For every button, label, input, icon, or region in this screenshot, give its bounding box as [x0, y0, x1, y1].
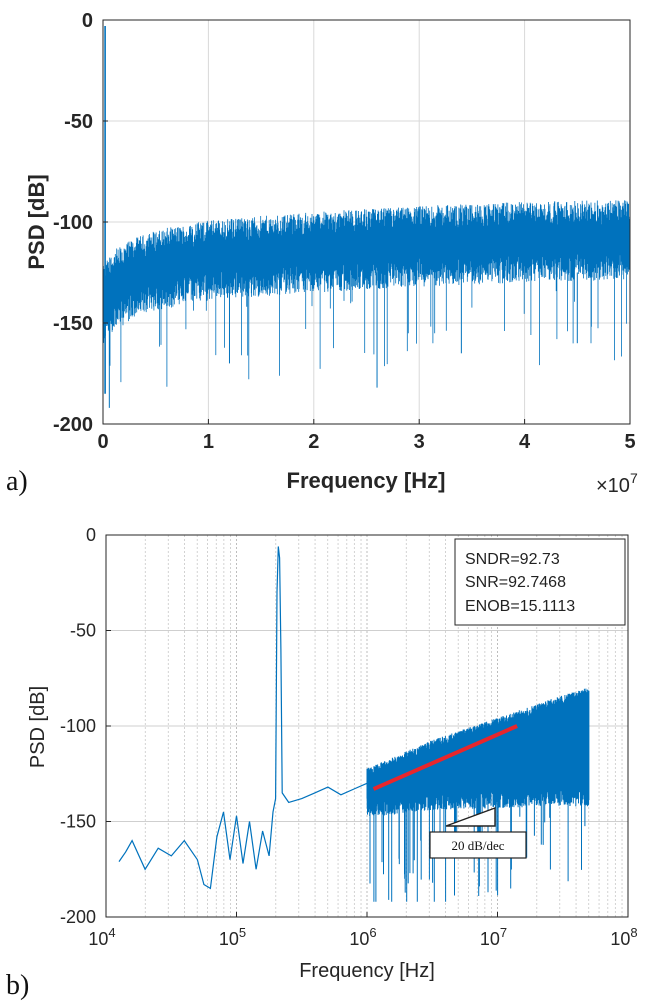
slope-indicator: 20 dB/dec — [429, 806, 527, 859]
x-tick-label: 5 — [624, 431, 635, 453]
series-b — [118, 546, 590, 902]
psd-noise-band — [366, 688, 590, 902]
x-tick-label: 2 — [308, 431, 319, 453]
y-axis-label-a: PSD [dB] — [24, 174, 49, 269]
panel-b: 104 105 106 107 108 0 -50 -100 -150 -200 SNDR=92… — [6, 525, 638, 1001]
y-tick-label: -150 — [53, 313, 93, 335]
x-tick-label: 108 — [610, 925, 637, 949]
x-ticks-b: 104 105 106 107 108 — [88, 912, 638, 949]
metrics-box-frame — [454, 538, 626, 626]
psd-low-freq-trace — [118, 546, 368, 890]
y-tick-label: -200 — [53, 414, 93, 436]
slope-label-box — [429, 831, 527, 859]
y-axis-label-b: PSD [dB] — [27, 686, 49, 768]
y-tick-label: -100 — [60, 716, 96, 736]
panel-label-b: b) — [6, 970, 29, 1001]
y-tick-label: 0 — [82, 10, 93, 32]
x-tick-label: 104 — [88, 925, 115, 949]
x-ticks-a: 0 1 2 3 4 5 — [97, 419, 636, 453]
x-tick-label: 1 — [203, 431, 214, 453]
metrics-box: SNDR=92.73 SNR=92.7468 ENOB=15.1113 — [454, 538, 626, 626]
x-axis-label-b: Frequency [Hz] — [299, 960, 435, 982]
y-ticks-b: 0 -50 -100 -150 -200 — [60, 525, 111, 927]
x-exponent-label-a: ×107 — [596, 470, 638, 497]
x-exponent-base: ×10 — [596, 475, 630, 497]
y-tick-label: -200 — [60, 907, 96, 927]
y-tick-label: -50 — [70, 621, 96, 641]
y-tick-label: -150 — [60, 812, 96, 832]
panel-a: 0 1 2 3 4 5 0 -50 -100 -150 -200 Frequency [Hz] P… — [6, 10, 638, 497]
x-tick-label: 107 — [480, 925, 507, 949]
x-tick-label: 3 — [414, 431, 425, 453]
metric-snr: SNR=92.7468 — [465, 574, 566, 591]
metric-enob: ENOB=15.1113 — [465, 598, 575, 615]
slope-triangle — [445, 806, 496, 827]
y-ticks-a: 0 -50 -100 -150 -200 — [53, 10, 108, 436]
y-tick-label: -100 — [53, 212, 93, 234]
x-tick-label: 4 — [519, 431, 531, 453]
panel-label-a: a) — [6, 466, 28, 497]
x-exponent-power: 7 — [630, 470, 638, 486]
x-tick-label: 105 — [219, 925, 246, 949]
metric-sndr: SNDR=92.73 — [465, 551, 560, 568]
x-axis-label-a: Frequency [Hz] — [287, 468, 446, 493]
slope-label: 20 dB/dec — [451, 838, 504, 853]
y-tick-label: 0 — [86, 525, 96, 545]
fit-line — [372, 724, 518, 791]
x-tick-label: 106 — [349, 925, 376, 949]
y-tick-label: -50 — [64, 111, 93, 133]
x-tick-label: 0 — [97, 431, 108, 453]
